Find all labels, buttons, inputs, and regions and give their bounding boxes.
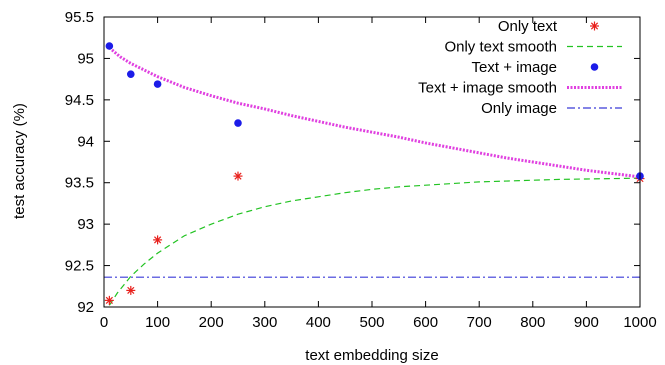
x-tick-label: 800 (520, 314, 545, 331)
legend-swatch (590, 21, 599, 31)
data-point (104, 295, 114, 305)
axes-layer: 0 100 200 300 400 500 600 700 800 900 1000 92 92.5 93… (65, 9, 657, 331)
legend-label: Text + image smooth (418, 80, 557, 97)
legend-label: Only text smooth (444, 39, 557, 56)
y-tick-label: 94.5 (65, 92, 94, 109)
legend-entry: Text + image smooth (418, 80, 622, 97)
x-tick-label: 500 (359, 314, 384, 331)
y-tick-label: 95 (77, 50, 94, 67)
series-points-only-text (104, 171, 645, 305)
legend-label: Only image (481, 100, 557, 117)
x-axis-title: text embedding size (305, 347, 438, 364)
series-line-text-image-smooth (108, 46, 641, 179)
y-tick-label: 93 (77, 216, 94, 233)
data-point (126, 285, 136, 295)
legend: Only text Only text smooth Text + image Tex… (418, 18, 622, 117)
x-tick-label: 300 (252, 314, 277, 331)
plot-frame (103, 16, 641, 308)
y-axis-title: test accuracy (%) (11, 103, 28, 219)
x-tick-label: 0 (100, 314, 108, 331)
y-tick-label: 95.5 (65, 9, 94, 26)
data-point (233, 171, 243, 181)
data-point (127, 70, 135, 78)
series-points-text-image (105, 42, 644, 180)
x-tick-label: 900 (574, 314, 599, 331)
x-tick-label: 200 (199, 314, 224, 331)
legend-label: Text + image (472, 59, 557, 76)
legend-swatch (590, 63, 599, 71)
x-tick-label: 100 (145, 314, 170, 331)
y-tick-label: 92 (77, 299, 94, 316)
series-line-only-text-smooth (108, 177, 641, 306)
data-point (153, 235, 163, 245)
data-point (153, 80, 162, 88)
y-tick-label: 92.5 (65, 258, 94, 275)
data-point (105, 42, 114, 50)
x-tick-label: 600 (413, 314, 438, 331)
legend-entry: Only image (481, 100, 622, 117)
y-tick-label: 93.5 (65, 175, 94, 192)
legend-label: Only text (498, 18, 558, 35)
x-tick-label: 700 (467, 314, 492, 331)
x-tick-label: 400 (306, 314, 331, 331)
legend-entry: Only text (498, 18, 599, 35)
y-tick-label: 94 (77, 133, 94, 150)
legend-entry: Only text smooth (444, 39, 622, 56)
legend-entry: Text + image (472, 59, 599, 76)
series-layer (104, 42, 645, 306)
data-point (234, 119, 242, 127)
x-tick-label: 1000 (623, 314, 656, 331)
